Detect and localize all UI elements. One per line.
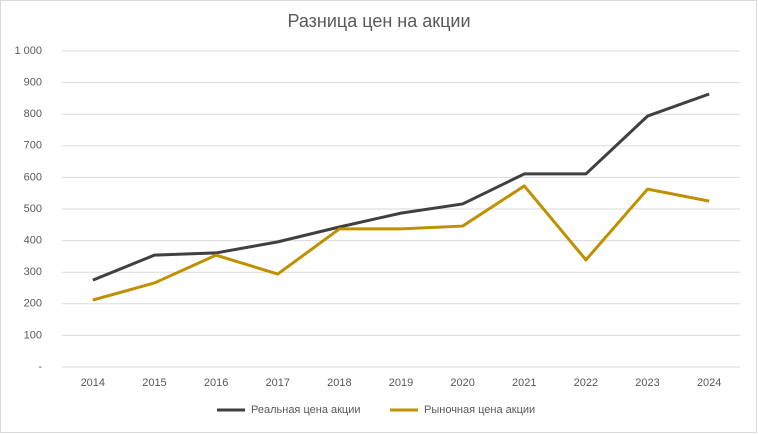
y-tick-label: - xyxy=(38,361,42,373)
y-tick-label: 500 xyxy=(24,203,42,215)
y-tick-label: 200 xyxy=(24,298,42,310)
x-tick-label: 2023 xyxy=(635,377,659,389)
x-tick-label: 2019 xyxy=(389,377,413,389)
data-line xyxy=(92,184,710,302)
x-tick-label: 2014 xyxy=(81,377,105,389)
x-tick-label: 2016 xyxy=(204,377,228,389)
x-tick-label: 2015 xyxy=(142,377,166,389)
x-tick-label: 2020 xyxy=(450,377,474,389)
legend-label: Рыночная цена акции xyxy=(424,404,535,416)
y-tick-label: 100 xyxy=(24,329,42,341)
y-tick-label: 900 xyxy=(24,77,42,89)
chart-title: Разница цен на акции xyxy=(287,11,470,31)
legend-label: Реальная цена акции xyxy=(251,404,361,416)
x-tick-label: 2021 xyxy=(512,377,536,389)
y-tick-label: 600 xyxy=(24,171,42,183)
x-tick-label: 2018 xyxy=(327,377,351,389)
x-tick-label: 2017 xyxy=(265,377,289,389)
y-tick-label: 1 000 xyxy=(14,45,42,57)
data-line xyxy=(92,92,710,282)
x-tick-label: 2024 xyxy=(697,377,721,389)
y-tick-label: 400 xyxy=(24,235,42,247)
y-tick-label: 800 xyxy=(24,108,42,120)
x-tick-label: 2022 xyxy=(574,377,598,389)
y-tick-label: 300 xyxy=(24,266,42,278)
y-tick-label: 700 xyxy=(24,140,42,152)
